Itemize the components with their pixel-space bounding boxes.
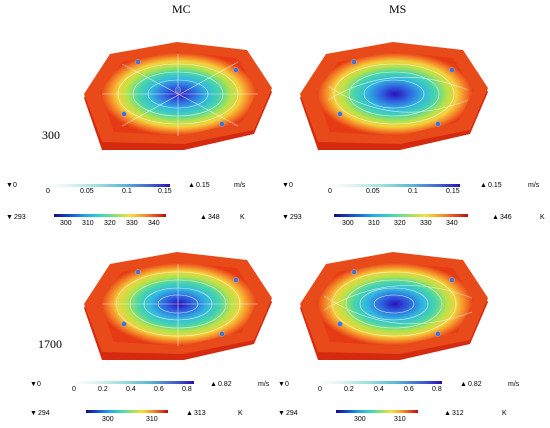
max-triangle-icon: ▲ [200, 214, 207, 221]
legend-min-value: 293 [290, 214, 302, 221]
temperature-field-panel-mc-1700 [84, 252, 272, 360]
tick-label: 0.4 [374, 386, 384, 393]
tick-label: 330 [126, 220, 138, 227]
tick-label: 300 [102, 416, 114, 423]
temperature-field-panel-mc-300 [84, 42, 272, 150]
min-triangle-icon: ▼ [282, 214, 289, 221]
legend-max-value: 313 [194, 410, 206, 417]
velocity-color-bar [48, 184, 170, 187]
velocity-color-bar [330, 184, 460, 187]
legend-min-value: 293 [14, 214, 26, 221]
legend-max-value: 0.82 [468, 381, 482, 388]
tick-label: 0.1 [408, 188, 418, 195]
legend-max-value: 348 [208, 214, 220, 221]
legend-max-value: 346 [500, 214, 512, 221]
inlet-markers [337, 59, 455, 127]
tick-label: 320 [104, 220, 116, 227]
tick-label: 340 [446, 220, 458, 227]
legend-unit: K [238, 410, 243, 417]
row-label-300: 300 [42, 128, 60, 142]
legend-min-value: 294 [38, 410, 50, 417]
tick-label: 340 [148, 220, 160, 227]
tick-label: 310 [82, 220, 94, 227]
tick-label: 320 [394, 220, 406, 227]
min-triangle-icon: ▼ [30, 381, 37, 388]
temperature-color-bar [86, 410, 168, 413]
legend-unit: K [502, 410, 507, 417]
legend-unit: m/s [508, 381, 520, 388]
inlet-markers [121, 59, 239, 127]
inlet-markers [121, 269, 239, 337]
max-triangle-icon: ▲ [480, 182, 487, 189]
tick-label: 310 [394, 416, 406, 423]
tick-label: 0 [318, 386, 322, 393]
tick-label: 0.15 [446, 188, 460, 195]
temperature-color-bar [54, 214, 166, 217]
legend-max-value: 0.82 [218, 381, 232, 388]
tick-label: 0 [46, 188, 50, 195]
max-triangle-icon: ▲ [188, 182, 195, 189]
legend-min-value: 0 [285, 381, 289, 388]
temperature-color-bar [336, 410, 418, 413]
streamlines [102, 54, 258, 136]
legend-max-value: 312 [452, 410, 464, 417]
legend-min-value: 0 [289, 182, 293, 189]
tick-label: 0.15 [158, 188, 172, 195]
row-label-1700: 1700 [38, 337, 62, 351]
min-triangle-icon: ▼ [6, 214, 13, 221]
temperature-field-panel-ms-300 [300, 42, 488, 150]
legend-unit: m/s [234, 182, 246, 189]
tick-label: 330 [420, 220, 432, 227]
inlet-markers [337, 269, 455, 337]
legend-unit: m/s [258, 381, 270, 388]
tick-label: 310 [368, 220, 380, 227]
streamlines [327, 63, 469, 125]
temperature-color-bar [334, 214, 468, 217]
legend-unit: K [540, 214, 545, 221]
tick-label: 0.2 [98, 386, 108, 393]
tick-label: 310 [146, 416, 158, 423]
max-triangle-icon: ▲ [210, 381, 217, 388]
min-triangle-icon: ▼ [30, 410, 37, 417]
legend-unit: K [240, 214, 245, 221]
velocity-color-bar [318, 381, 442, 384]
max-triangle-icon: ▲ [460, 381, 467, 388]
max-triangle-icon: ▲ [444, 410, 451, 417]
max-triangle-icon: ▲ [492, 214, 499, 221]
legend-unit: m/s [528, 182, 540, 189]
tick-label: 0.8 [182, 386, 192, 393]
velocity-color-bar [74, 381, 194, 384]
tick-label: 300 [354, 416, 366, 423]
tick-label: 0 [72, 386, 76, 393]
streamlines [102, 264, 258, 346]
legend-min-value: 0 [13, 182, 17, 189]
tick-label: 0.05 [80, 188, 94, 195]
tick-label: 0.05 [366, 188, 380, 195]
temperature-field-panel-ms-1700 [300, 252, 488, 360]
tick-label: 0.2 [344, 386, 354, 393]
tick-label: 0.8 [432, 386, 442, 393]
tick-label: 300 [60, 220, 72, 227]
column-title-ms: MS [389, 2, 407, 16]
tick-label: 0 [328, 188, 332, 195]
max-triangle-icon: ▲ [186, 410, 193, 417]
legend-min-value: 294 [286, 410, 298, 417]
streamlines [323, 271, 473, 337]
tick-label: 0.6 [404, 386, 414, 393]
column-title-mc: MC [172, 2, 191, 16]
tick-label: 0.4 [126, 386, 136, 393]
min-triangle-icon: ▼ [282, 182, 289, 189]
min-triangle-icon: ▼ [6, 182, 13, 189]
min-triangle-icon: ▼ [278, 410, 285, 417]
legend-min-value: 0 [37, 381, 41, 388]
tick-label: 300 [342, 220, 354, 227]
tick-label: 0.6 [154, 386, 164, 393]
tick-label: 0.1 [122, 188, 132, 195]
legend-max-value: 0.15 [196, 182, 210, 189]
min-triangle-icon: ▼ [278, 381, 285, 388]
legend-max-value: 0.15 [488, 182, 502, 189]
